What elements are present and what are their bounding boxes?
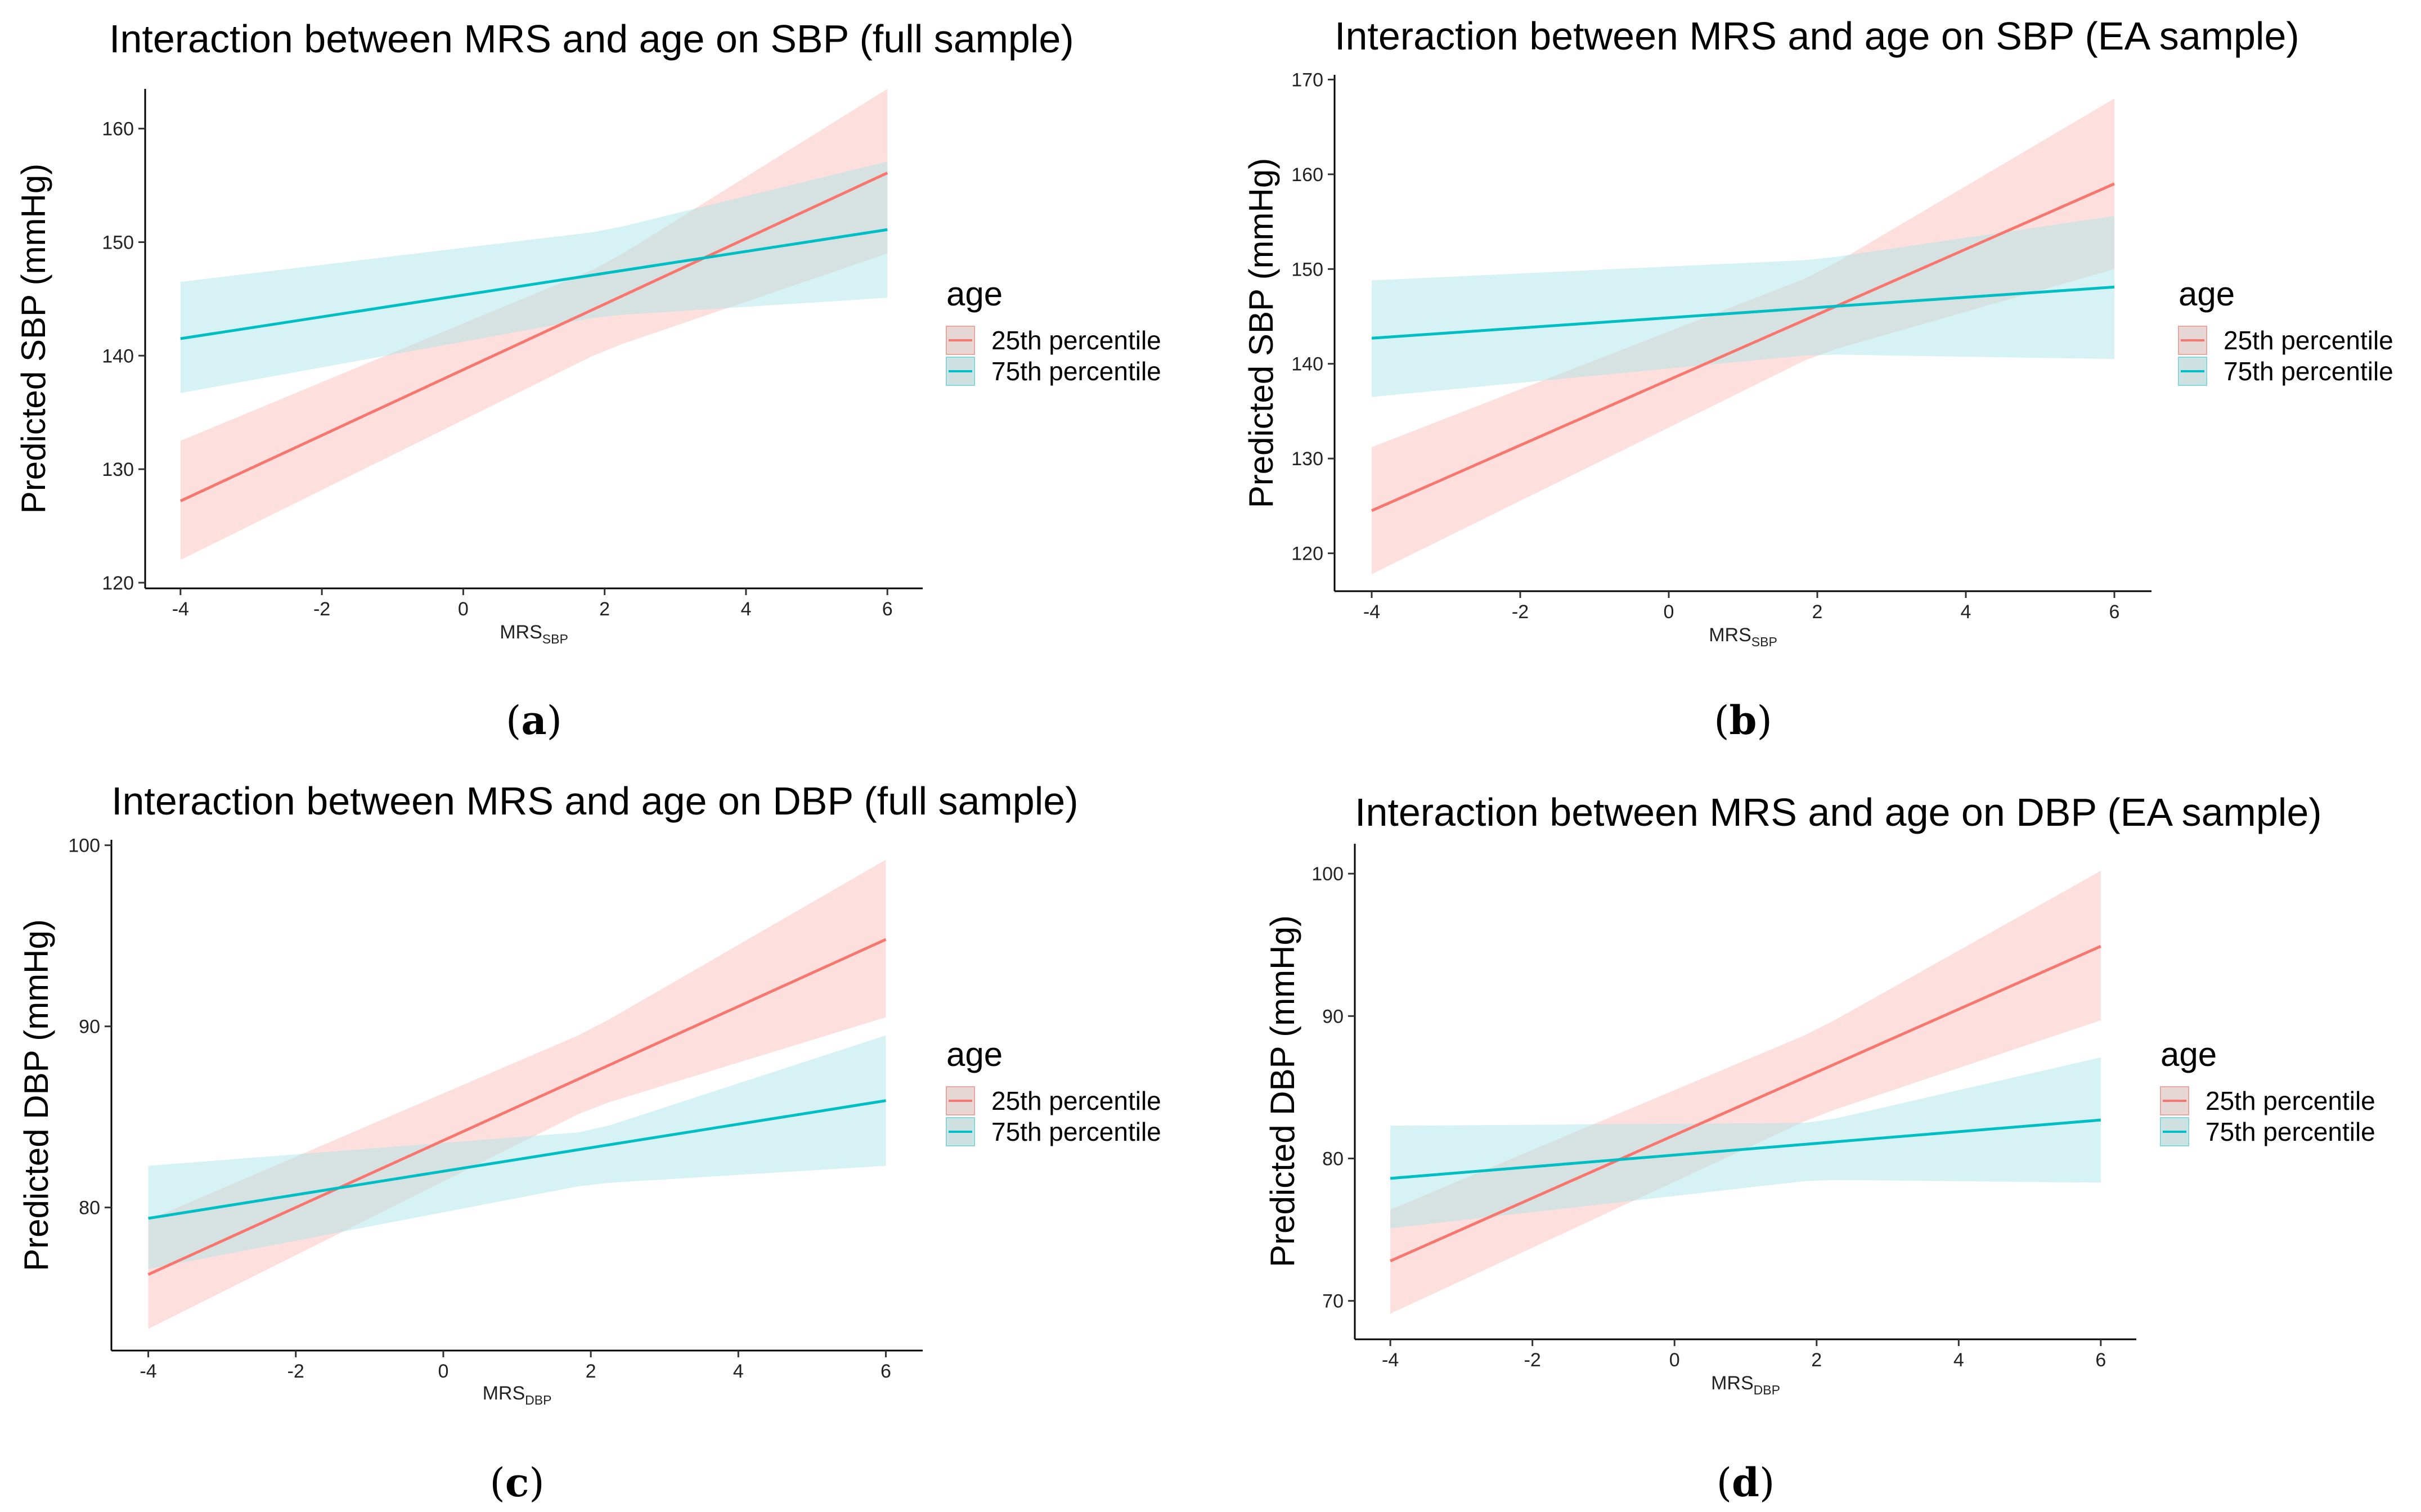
series-line-25th	[1390, 944, 2101, 1263]
chart-title: Interaction between MRS and age on SBP (…	[109, 17, 1074, 61]
x-tick-label: 2	[586, 1361, 596, 1382]
y-tick-label: 90	[79, 1016, 100, 1038]
y-tick-label: 130	[102, 459, 134, 480]
x-tick-label: -2	[1512, 601, 1529, 623]
y-tick-label: 120	[1291, 543, 1323, 565]
series-line-75th	[180, 228, 888, 340]
confidence-band-75th	[1390, 1057, 2101, 1228]
x-tick-label: 6	[882, 598, 893, 620]
x-tick-label: -4	[140, 1361, 156, 1382]
legend-entry-label: 25th percentile	[2206, 1086, 2375, 1115]
x-tick-label: 0	[438, 1361, 448, 1382]
legend-entry-label: 25th percentile	[991, 1086, 1161, 1115]
x-tick-label: 0	[1669, 1349, 1680, 1371]
y-axis-label: Predicted DBP (mmHg)	[1264, 915, 1301, 1267]
x-tick-label: -4	[172, 598, 189, 620]
series-line-75th	[1371, 285, 2115, 340]
y-tick-label: 140	[102, 345, 134, 367]
y-axis-label: Predicted DBP (mmHg)	[17, 919, 55, 1271]
y-tick-label: 80	[1322, 1148, 1344, 1169]
series-line-25th	[179, 172, 888, 502]
y-tick-label: 160	[1291, 164, 1323, 186]
series-line-25th	[147, 938, 887, 1276]
x-tick-label: 0	[1664, 601, 1674, 623]
legend-entry-label: 75th percentile	[2206, 1117, 2375, 1146]
x-tick-label: 6	[881, 1361, 891, 1382]
chart-title: Interaction between MRS and age on SBP (…	[1335, 14, 2299, 58]
panel-caption: (a)	[506, 697, 562, 744]
y-axis-label: Predicted SBP (mmHg)	[15, 164, 52, 514]
chart-panel-d: Interaction between MRS and age on DBP (…	[1264, 790, 2375, 1506]
confidence-band-75th	[180, 161, 888, 393]
x-axis-label: MRSSBP	[500, 622, 568, 646]
x-tick-label: 4	[1961, 601, 1971, 623]
y-tick-label: 150	[102, 232, 134, 253]
legend-title: age	[2161, 1036, 2217, 1073]
legend-entry-label: 75th percentile	[2224, 357, 2393, 386]
confidence-band-25th	[1390, 871, 2101, 1314]
x-tick-label: 2	[1812, 601, 1823, 623]
x-tick-label: -2	[313, 598, 330, 620]
legend-entry-label: 75th percentile	[991, 1117, 1161, 1146]
panel-caption: (d)	[1717, 1459, 1775, 1506]
x-axis-label: MRSDBP	[1711, 1372, 1780, 1397]
series-line-25th	[1371, 182, 2115, 512]
y-tick-label: 100	[1311, 863, 1344, 885]
y-axis-label: Predicted SBP (mmHg)	[1242, 158, 1280, 508]
y-tick-label: 100	[68, 835, 100, 857]
chart-panel-c: Interaction between MRS and age on DBP (…	[17, 779, 1161, 1506]
y-tick-label: 90	[1322, 1006, 1344, 1027]
series-line-75th	[148, 1099, 886, 1220]
chart-title: Interaction between MRS and age on DBP (…	[1355, 790, 2322, 834]
x-tick-label: 4	[740, 598, 751, 620]
confidence-band-75th	[1372, 216, 2114, 397]
y-tick-label: 150	[1291, 259, 1323, 280]
x-tick-label: 4	[733, 1361, 744, 1382]
chart-title: Interaction between MRS and age on DBP (…	[111, 779, 1079, 823]
y-tick-label: 70	[1322, 1291, 1344, 1312]
x-tick-label: 6	[2109, 601, 2120, 623]
x-tick-label: 4	[1953, 1349, 1964, 1371]
legend-entry-label: 25th percentile	[2224, 326, 2393, 355]
x-tick-label: 2	[1811, 1349, 1822, 1371]
series-line-75th	[1390, 1118, 2101, 1180]
x-tick-label: -2	[288, 1361, 304, 1382]
y-tick-label: 140	[1291, 354, 1323, 375]
confidence-band-25th	[180, 89, 888, 560]
legend-entry-label: 75th percentile	[991, 357, 1161, 386]
y-tick-label: 160	[102, 119, 134, 140]
panel-caption: (c)	[489, 1459, 544, 1506]
legend-title: age	[2179, 275, 2235, 313]
y-tick-label: 130	[1291, 448, 1323, 470]
x-axis-label: MRSSBP	[1709, 624, 1777, 649]
legend-title: age	[946, 1036, 1003, 1073]
chart-panel-a: Interaction between MRS and age on SBP (…	[15, 17, 1161, 744]
x-axis-label: MRSDBP	[483, 1383, 552, 1407]
legend-entry-label: 25th percentile	[991, 326, 1161, 355]
confidence-band-25th	[1372, 98, 2114, 574]
y-tick-label: 80	[79, 1198, 100, 1219]
x-tick-label: -4	[1382, 1349, 1399, 1371]
confidence-band-75th	[148, 1035, 886, 1270]
chart-panel-b: Interaction between MRS and age on SBP (…	[1242, 14, 2393, 744]
confidence-band-25th	[148, 860, 886, 1329]
y-tick-label: 170	[1291, 69, 1323, 91]
x-tick-label: 6	[2095, 1349, 2106, 1371]
x-tick-label: -4	[1363, 601, 1380, 623]
y-tick-label: 120	[102, 573, 134, 594]
panel-caption: (b)	[1714, 697, 1772, 744]
x-tick-label: -2	[1524, 1349, 1541, 1371]
legend-title: age	[946, 275, 1003, 313]
x-tick-label: 2	[599, 598, 610, 620]
x-tick-label: 0	[458, 598, 469, 620]
